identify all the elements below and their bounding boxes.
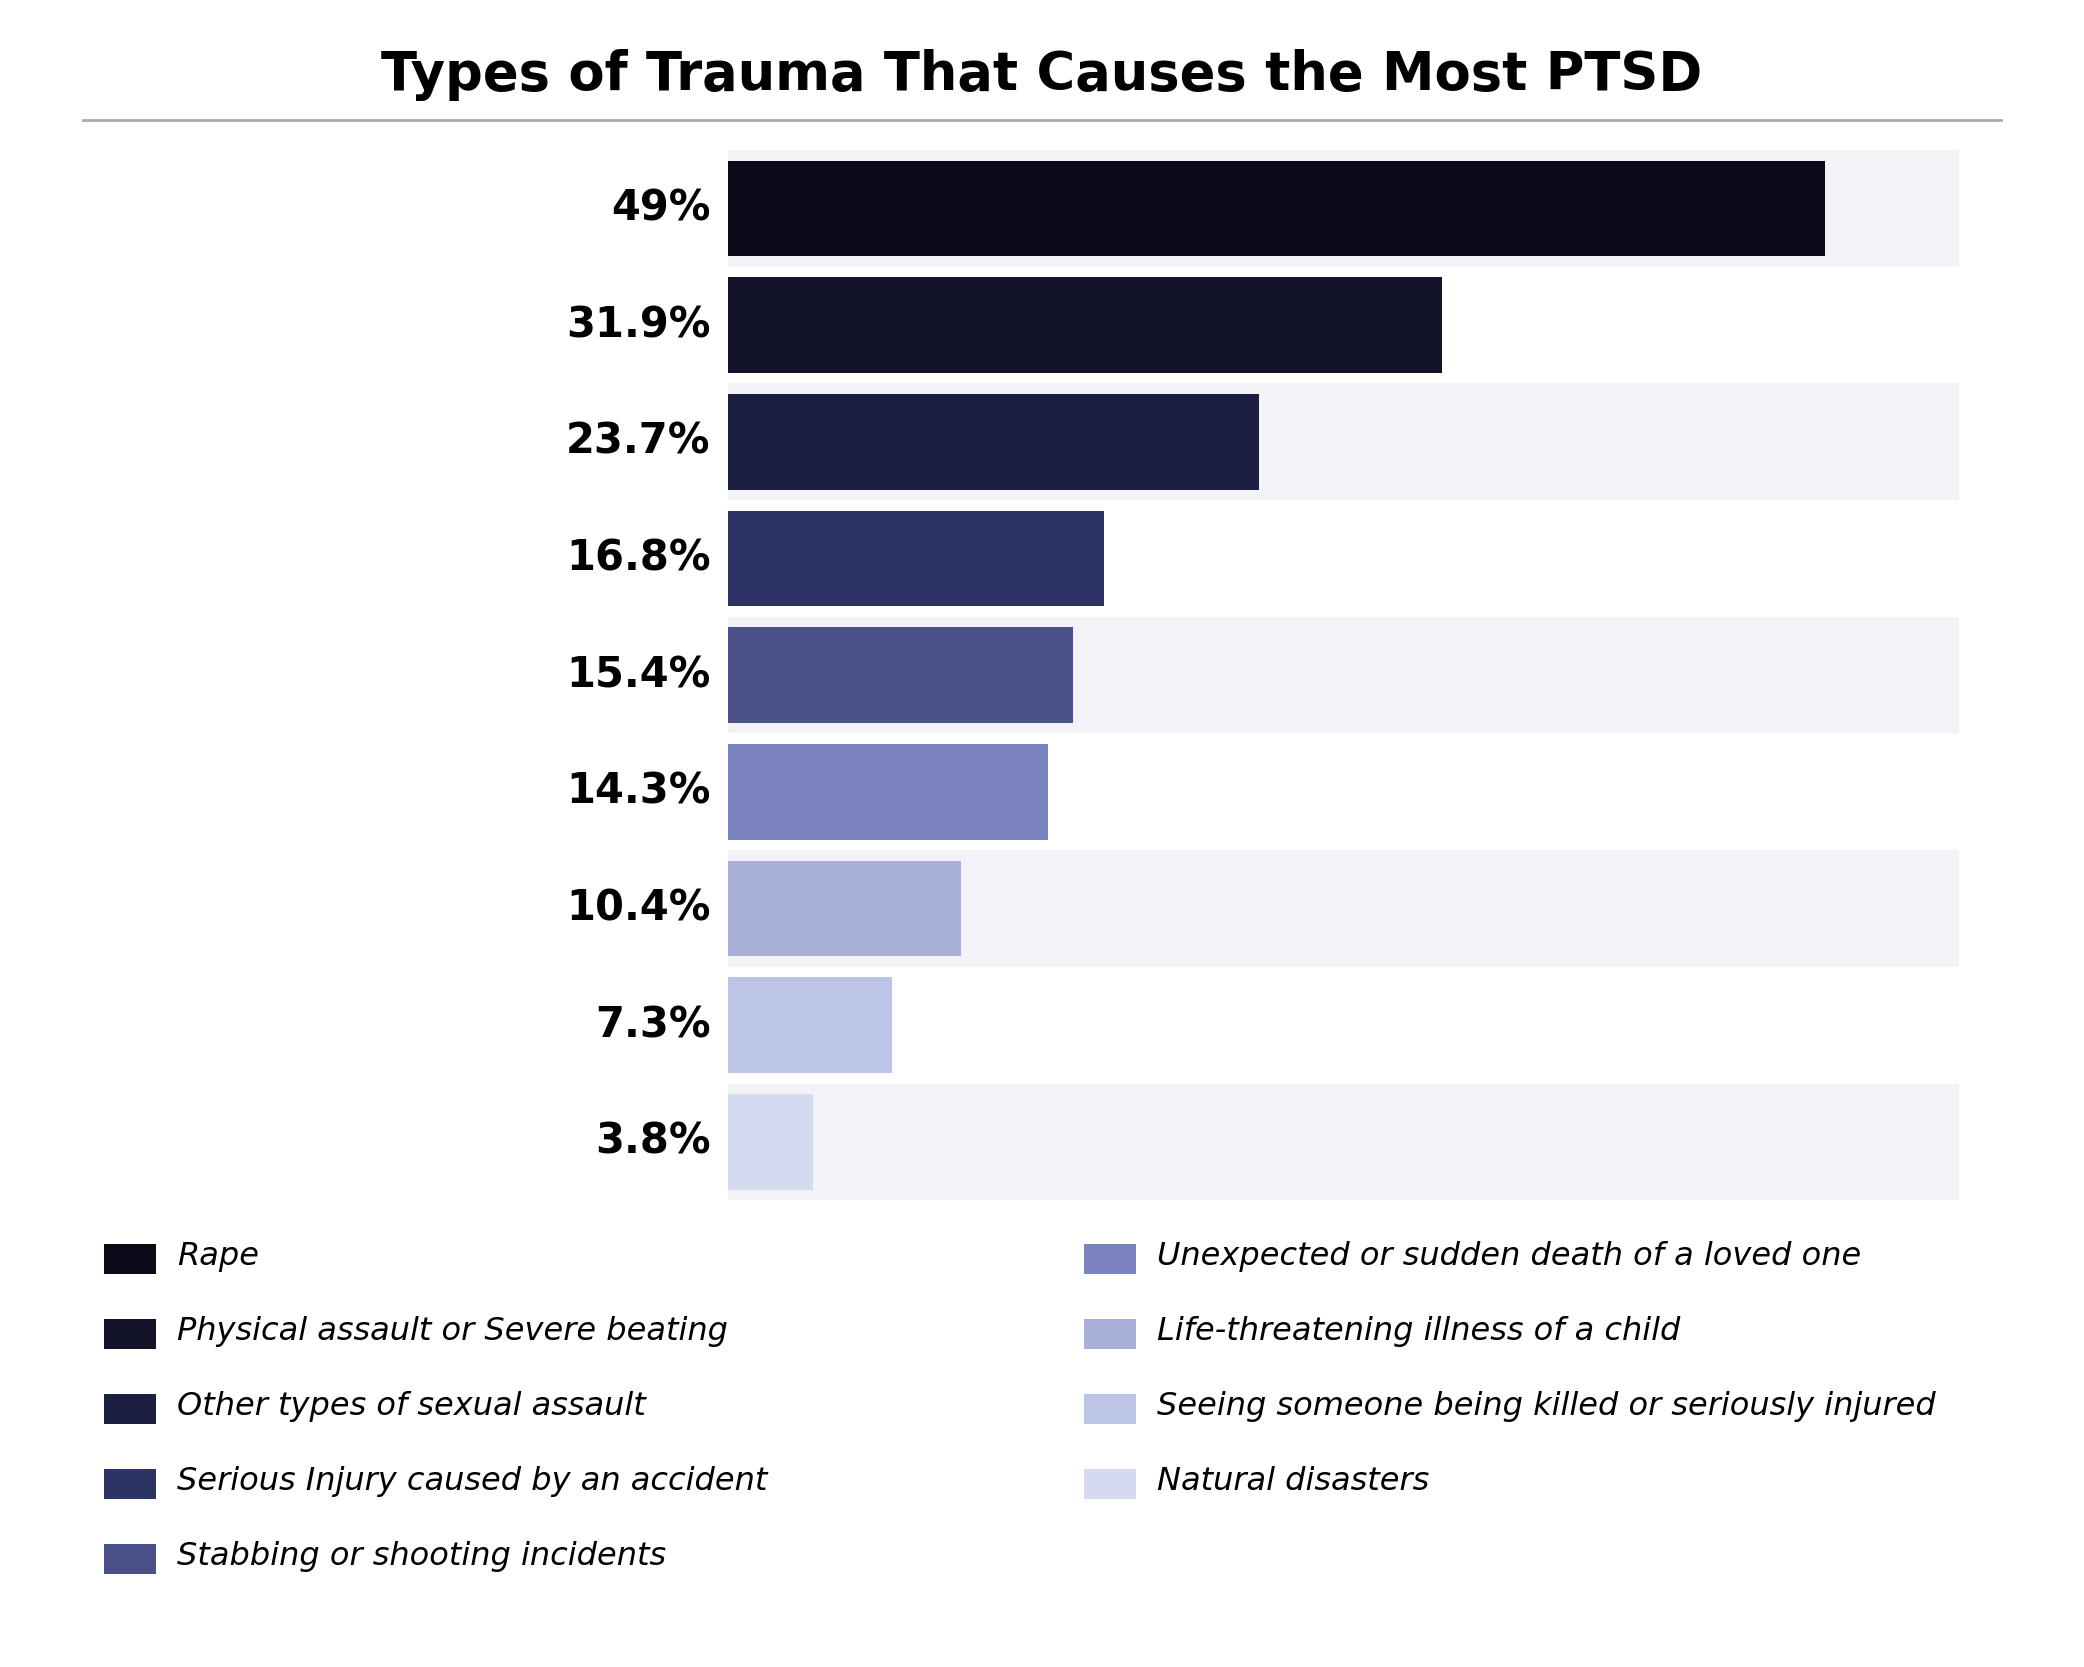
Bar (729, 743, 1048, 840)
Text: 23.7%: 23.7% (567, 420, 711, 463)
Bar (729, 510, 1105, 607)
Text: Types of Trauma That Causes the Most PTSD: Types of Trauma That Causes the Most PTS… (381, 48, 1703, 102)
Bar (729, 267, 1959, 383)
Bar (729, 500, 1959, 617)
Text: Stabbing or shooting incidents: Stabbing or shooting incidents (177, 1542, 667, 1572)
Bar (729, 627, 1073, 723)
Text: Seeing someone being killed or seriously injured: Seeing someone being killed or seriously… (1157, 1392, 1936, 1422)
Bar (729, 277, 1442, 373)
Text: Rape: Rape (177, 1242, 258, 1272)
Text: 10.4%: 10.4% (567, 887, 711, 930)
Bar (729, 860, 961, 957)
Bar (729, 383, 1959, 500)
Bar (729, 393, 1259, 490)
Text: Unexpected or sudden death of a loved one: Unexpected or sudden death of a loved on… (1157, 1242, 1861, 1272)
Text: Other types of sexual assault: Other types of sexual assault (177, 1392, 646, 1422)
Text: Physical assault or Severe beating: Physical assault or Severe beating (177, 1317, 727, 1347)
Text: Natural disasters: Natural disasters (1157, 1467, 1430, 1497)
Text: Life-threatening illness of a child: Life-threatening illness of a child (1157, 1317, 1680, 1347)
Text: 16.8%: 16.8% (567, 537, 711, 580)
Bar (729, 967, 1959, 1084)
Bar (729, 733, 1959, 850)
Bar (729, 150, 1959, 267)
Bar (729, 160, 1826, 257)
Bar (729, 617, 1959, 733)
Bar (729, 1094, 813, 1190)
Bar (729, 850, 1959, 967)
Text: 15.4%: 15.4% (567, 653, 711, 697)
Text: 31.9%: 31.9% (567, 303, 711, 347)
Bar (729, 977, 892, 1074)
Text: 3.8%: 3.8% (594, 1120, 711, 1164)
Text: 7.3%: 7.3% (594, 1004, 711, 1047)
Text: 49%: 49% (611, 187, 711, 230)
Bar (729, 1084, 1959, 1200)
Text: Serious Injury caused by an accident: Serious Injury caused by an accident (177, 1467, 767, 1497)
Text: 14.3%: 14.3% (567, 770, 711, 813)
